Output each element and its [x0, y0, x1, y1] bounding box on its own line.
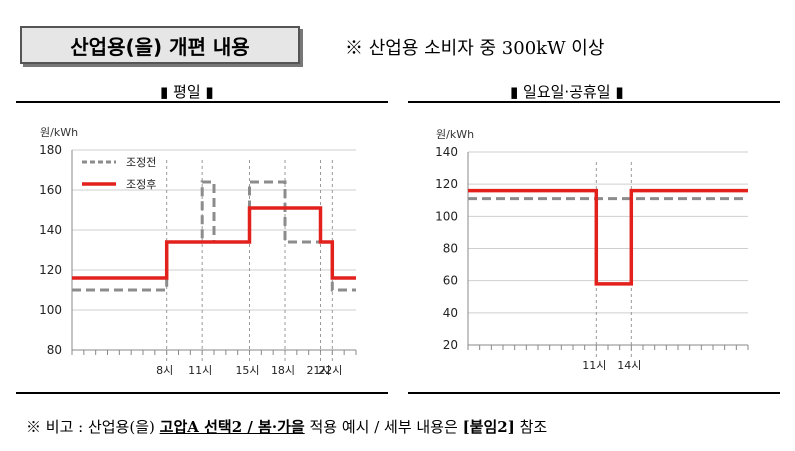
x-tick-label: 18시	[271, 364, 295, 377]
y-tick-label: 100	[39, 303, 62, 317]
holiday-panel-title: ▮ 일요일·공휴일 ▮	[510, 83, 624, 101]
y-tick-label: 100	[435, 209, 458, 223]
x-tick-label: 14시	[617, 359, 641, 372]
y-tick-label: 120	[39, 263, 62, 277]
holiday-tariff-chart: 원/kWh 20 40 60 80 100 120 140 11시 14시	[435, 128, 749, 372]
legend-label: 조정전	[126, 156, 156, 169]
y-axis-label: 원/kWh	[436, 128, 474, 141]
scope-note: ※ 산업용 소비자 중 300kW 이상	[345, 38, 605, 59]
y-tick-label: 140	[435, 145, 458, 159]
legend-label: 조정후	[126, 178, 156, 191]
footer-emphasis: 고압A 선택2 / 봄·가을	[159, 418, 305, 436]
holiday-top-rule	[408, 101, 780, 103]
y-tick-label: 120	[435, 177, 458, 191]
y-tick-label: 80	[443, 242, 458, 256]
series-line-after	[468, 188, 748, 286]
holiday-bottom-rule	[408, 392, 780, 394]
page-title-text: 산업용(을) 개편 내용	[70, 34, 250, 59]
x-tick-label: 8시	[156, 364, 173, 377]
x-tick-label: 21시	[306, 364, 330, 377]
footer-prefix: ※ 비고 : 산업용(을)	[26, 418, 160, 436]
y-tick-label: 80	[47, 343, 62, 357]
y-tick-label: 140	[39, 223, 62, 237]
series-line-after	[72, 206, 356, 280]
x-tick-label: 22시	[318, 364, 342, 377]
y-tick-label: 160	[39, 183, 62, 197]
page-title: 산업용(을) 개편 내용	[20, 26, 300, 64]
y-tick-label: 20	[443, 338, 458, 352]
y-axis-label: 원/kWh	[40, 126, 78, 139]
footer-note: ※ 비고 : 산업용(을) 고압A 선택2 / 봄·가을 적용 예시 / 세부 …	[26, 416, 547, 437]
weekday-panel-title: ▮ 평일 ▮	[160, 83, 214, 101]
footer-middle: 적용 예시 / 세부 내용은	[304, 418, 463, 436]
y-tick-label: 40	[443, 306, 458, 320]
series-line-before	[72, 180, 356, 292]
x-tick-label: 11시	[188, 364, 212, 377]
x-tick-label: 11시	[582, 359, 606, 372]
footer-suffix: 참조	[514, 418, 548, 436]
weekday-top-rule	[16, 101, 388, 103]
y-tick-label: 60	[443, 274, 458, 288]
footer-reference: [붙임2]	[462, 418, 515, 436]
weekday-bottom-rule	[16, 392, 388, 394]
y-tick-label: 180	[39, 143, 62, 157]
x-tick-label: 15시	[235, 364, 259, 377]
